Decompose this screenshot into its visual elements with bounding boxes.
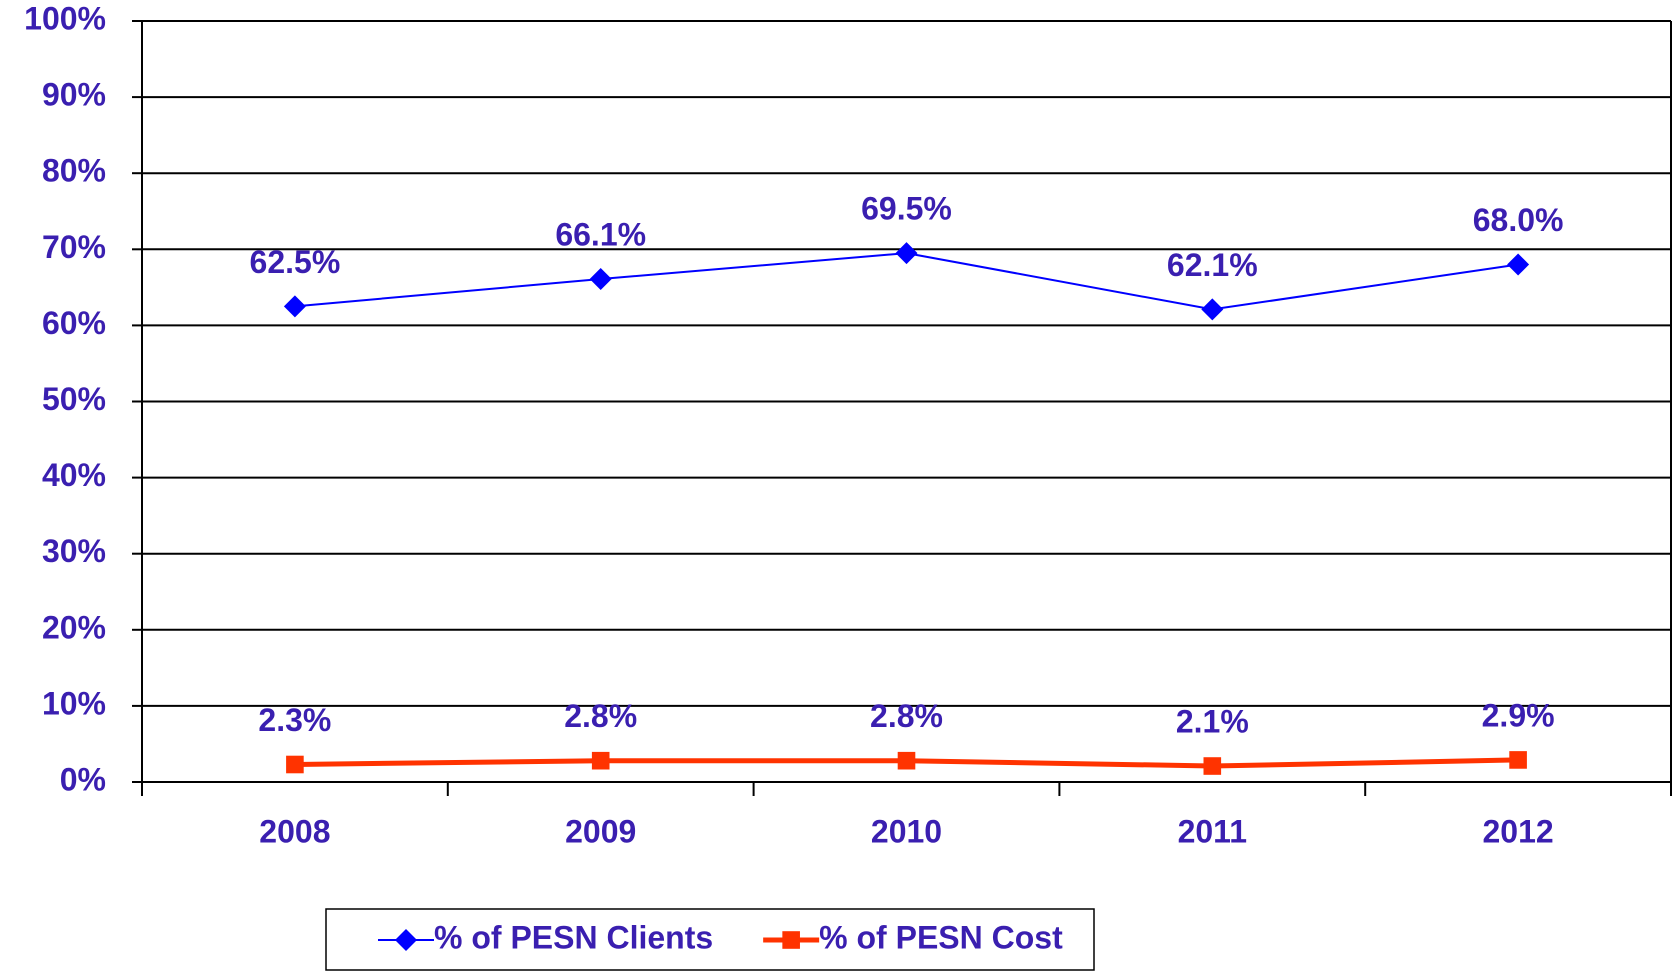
- y-tick-label: 100%: [24, 0, 106, 36]
- data-label: 62.5%: [250, 244, 341, 280]
- data-point: [1507, 253, 1530, 276]
- y-tick-label: 70%: [42, 229, 106, 265]
- y-tick-label: 10%: [42, 685, 106, 721]
- legend: % of PESN Clients % of PESN Cost: [325, 908, 1095, 971]
- data-label: 68.0%: [1473, 202, 1564, 238]
- x-tick-label: 2009: [565, 813, 636, 849]
- y-tick-label: 30%: [42, 533, 106, 569]
- x-tick-label: 2012: [1483, 813, 1554, 849]
- x-tick-label: 2010: [871, 813, 942, 849]
- data-point: [286, 755, 304, 774]
- y-tick-label: 0%: [60, 761, 106, 797]
- data-point: [589, 267, 612, 290]
- data-label: 2.8%: [870, 698, 943, 734]
- y-tick-label: 50%: [42, 381, 106, 417]
- legend-box: [325, 908, 1095, 971]
- y-tick-label: 20%: [42, 609, 106, 645]
- y-tick-label: 80%: [42, 153, 106, 189]
- y-tick-label: 40%: [42, 457, 106, 493]
- y-tick-label: 60%: [42, 305, 106, 341]
- data-point: [1203, 757, 1222, 775]
- legend-marker: [782, 931, 800, 949]
- data-point: [1201, 298, 1224, 321]
- data-label: 2.3%: [258, 702, 331, 738]
- legend-marker: [395, 929, 417, 951]
- data-point: [1509, 751, 1527, 769]
- data-point: [283, 295, 306, 318]
- legend-label: % of PESN Cost: [819, 919, 1063, 955]
- data-label: 66.1%: [555, 216, 646, 252]
- data-label: 2.9%: [1482, 697, 1555, 733]
- y-tick-label: 90%: [42, 77, 106, 113]
- data-label: 2.1%: [1176, 703, 1249, 739]
- x-tick-label: 2008: [259, 813, 330, 849]
- data-point: [897, 751, 916, 770]
- x-tick-label: 2011: [1178, 813, 1247, 849]
- legend-label: % of PESN Clients: [434, 919, 713, 955]
- data-label: 69.5%: [861, 191, 952, 227]
- data-point: [895, 242, 918, 265]
- data-point: [591, 751, 610, 770]
- data-label: 2.8%: [564, 698, 637, 734]
- data-label: 62.1%: [1167, 247, 1258, 283]
